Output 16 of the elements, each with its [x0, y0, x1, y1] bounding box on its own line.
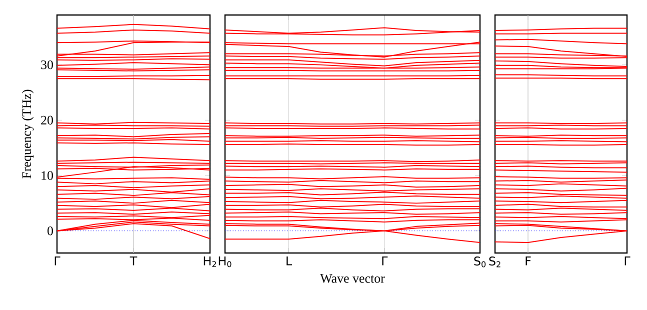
x-axis-title: Wave vector [320, 274, 385, 283]
y-tick-label: 20 [41, 116, 53, 125]
x-tick-label: Γ [624, 256, 630, 266]
x-tick-label: H$_{0}$ [218, 256, 232, 268]
x-tick-label: H$_{2}$ [204, 256, 216, 268]
y-tick-label: 30 [41, 60, 53, 70]
x-tick-label: T [130, 256, 138, 266]
x-tick-label: Γ [382, 256, 388, 266]
y-tick-label: 10 [42, 171, 53, 180]
x-tick-label: Γ [54, 256, 60, 266]
y-tick-label: 0 [48, 226, 53, 236]
y-axis-title: Frequency (THz) [22, 90, 34, 178]
x-tick-label: L [286, 256, 292, 266]
x-tick-label: S$_{2}$ [489, 256, 500, 268]
x-tick-label: S$_{0}$ [474, 256, 486, 268]
x-tick-label: F [526, 256, 531, 266]
